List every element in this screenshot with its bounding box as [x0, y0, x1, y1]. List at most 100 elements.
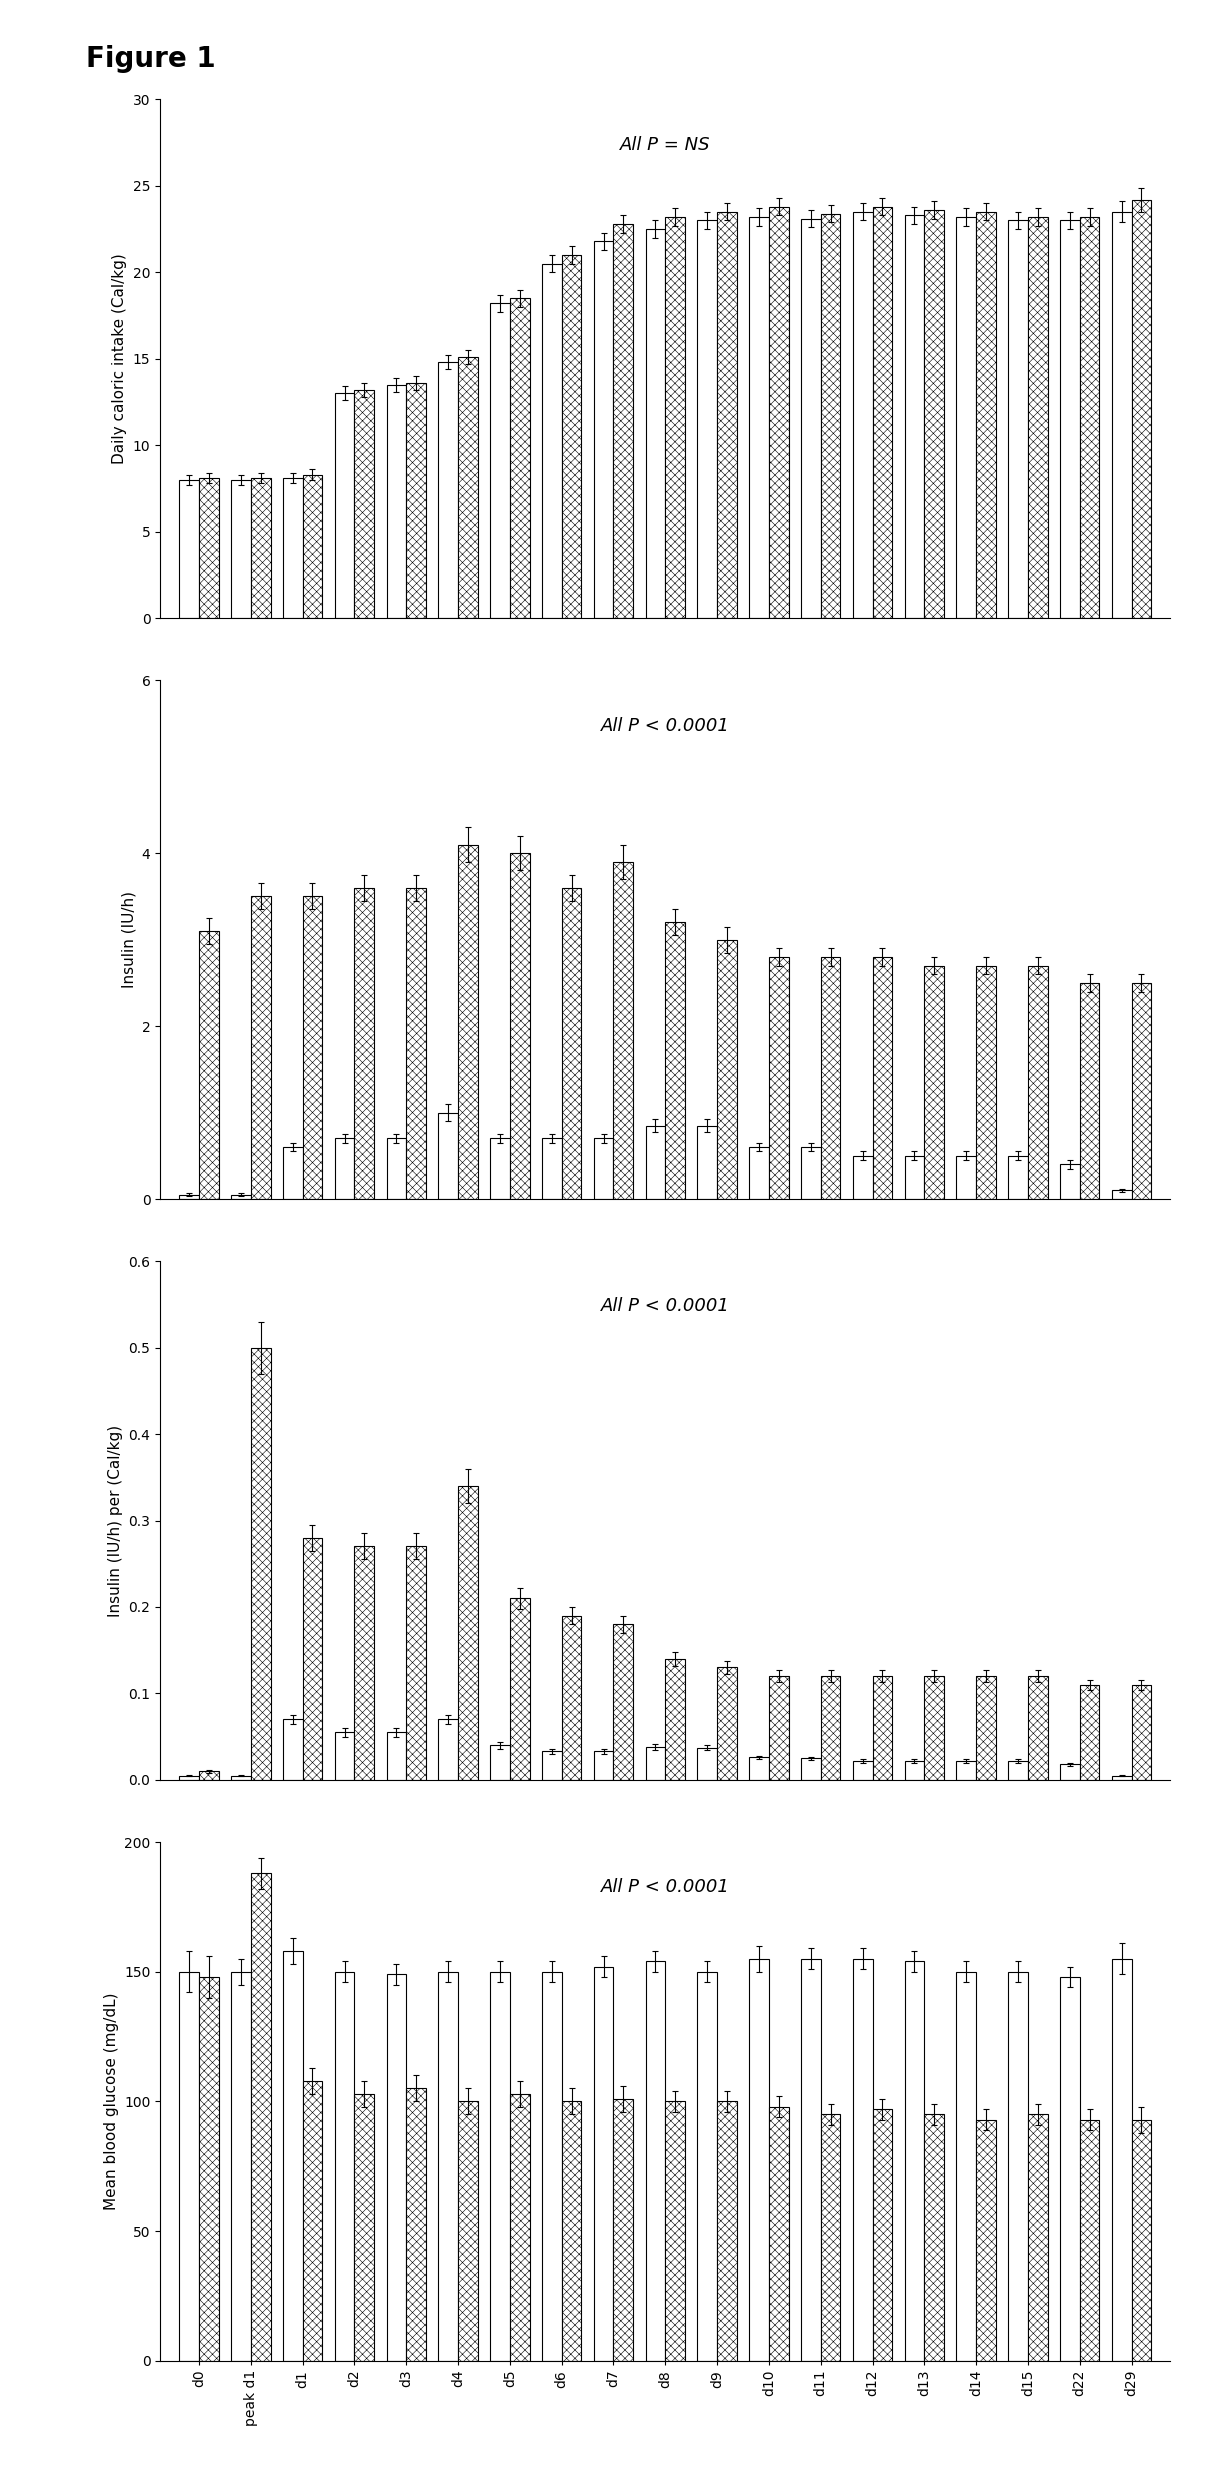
- Bar: [801, 1759, 821, 1779]
- Bar: [387, 1138, 407, 1200]
- Bar: [1027, 1677, 1047, 1779]
- Bar: [283, 1720, 303, 1779]
- Y-axis label: Insulin (IU/h): Insulin (IU/h): [121, 892, 136, 989]
- Y-axis label: Daily caloric intake (Cal/kg): Daily caloric intake (Cal/kg): [112, 253, 127, 465]
- Bar: [1131, 199, 1151, 619]
- Bar: [407, 383, 426, 619]
- Bar: [1079, 216, 1099, 619]
- Bar: [510, 2092, 530, 2361]
- Bar: [872, 1677, 892, 1779]
- Bar: [510, 1598, 530, 1779]
- Bar: [407, 2087, 426, 2361]
- Bar: [697, 1747, 717, 1779]
- Bar: [562, 2102, 582, 2361]
- Text: All P < 0.0001: All P < 0.0001: [601, 1879, 729, 1896]
- Bar: [646, 229, 665, 619]
- Bar: [407, 1546, 426, 1779]
- Bar: [542, 1752, 562, 1779]
- Bar: [1079, 2120, 1099, 2361]
- Bar: [1079, 1685, 1099, 1779]
- Bar: [769, 2107, 788, 2361]
- Bar: [1060, 1978, 1079, 2361]
- Bar: [769, 957, 788, 1200]
- Bar: [646, 1747, 665, 1779]
- Bar: [251, 1347, 271, 1779]
- Bar: [976, 2120, 995, 2361]
- Bar: [853, 211, 872, 619]
- Bar: [801, 1148, 821, 1200]
- Bar: [976, 211, 995, 619]
- Bar: [251, 897, 271, 1200]
- Bar: [1008, 1971, 1027, 2361]
- Bar: [801, 1958, 821, 2361]
- Bar: [232, 1195, 251, 1200]
- Bar: [872, 2110, 892, 2361]
- Bar: [355, 2092, 375, 2361]
- Bar: [769, 206, 788, 619]
- Bar: [458, 1486, 478, 1779]
- Bar: [387, 385, 407, 619]
- Bar: [665, 1660, 685, 1779]
- Bar: [1027, 2115, 1047, 2361]
- Bar: [283, 1148, 303, 1200]
- Bar: [1111, 1190, 1131, 1200]
- Bar: [1008, 1762, 1027, 1779]
- Bar: [749, 1958, 769, 2361]
- Bar: [1008, 1156, 1027, 1200]
- Bar: [335, 1138, 355, 1200]
- Bar: [251, 477, 271, 619]
- Text: All P = NS: All P = NS: [620, 137, 711, 154]
- Bar: [490, 1971, 510, 2361]
- Bar: [1079, 984, 1099, 1200]
- Bar: [594, 1966, 614, 2361]
- Bar: [283, 1951, 303, 2361]
- Bar: [335, 393, 355, 619]
- Bar: [594, 1752, 614, 1779]
- Bar: [458, 845, 478, 1200]
- Bar: [251, 1874, 271, 2361]
- Bar: [1060, 221, 1079, 619]
- Bar: [180, 480, 200, 619]
- Bar: [769, 1677, 788, 1779]
- Bar: [180, 1971, 200, 2361]
- Text: All P < 0.0001: All P < 0.0001: [601, 1297, 729, 1315]
- Bar: [749, 1757, 769, 1779]
- Bar: [1027, 216, 1047, 619]
- Bar: [1131, 1685, 1151, 1779]
- Bar: [200, 477, 219, 619]
- Bar: [717, 211, 737, 619]
- Bar: [976, 1677, 995, 1779]
- Bar: [458, 2102, 478, 2361]
- Bar: [335, 1971, 355, 2361]
- Bar: [956, 1971, 976, 2361]
- Bar: [821, 1677, 840, 1779]
- Bar: [200, 932, 219, 1200]
- Bar: [904, 216, 924, 619]
- Bar: [614, 1625, 633, 1779]
- Bar: [303, 2080, 323, 2361]
- Bar: [956, 216, 976, 619]
- Y-axis label: Insulin (IU/h) per (Cal/kg): Insulin (IU/h) per (Cal/kg): [108, 1424, 123, 1618]
- Bar: [853, 1156, 872, 1200]
- Bar: [439, 1971, 458, 2361]
- Bar: [594, 241, 614, 619]
- Bar: [853, 1762, 872, 1779]
- Bar: [1111, 1777, 1131, 1779]
- Bar: [821, 957, 840, 1200]
- Bar: [1060, 1165, 1079, 1200]
- Bar: [872, 206, 892, 619]
- Bar: [594, 1138, 614, 1200]
- Bar: [1131, 2120, 1151, 2361]
- Bar: [646, 1126, 665, 1200]
- Bar: [439, 363, 458, 619]
- Bar: [614, 2100, 633, 2361]
- Bar: [646, 1961, 665, 2361]
- Bar: [956, 1156, 976, 1200]
- Bar: [355, 390, 375, 619]
- Bar: [542, 1138, 562, 1200]
- Bar: [200, 1978, 219, 2361]
- Text: All P < 0.0001: All P < 0.0001: [601, 716, 729, 736]
- Bar: [665, 2102, 685, 2361]
- Bar: [283, 477, 303, 619]
- Bar: [614, 224, 633, 619]
